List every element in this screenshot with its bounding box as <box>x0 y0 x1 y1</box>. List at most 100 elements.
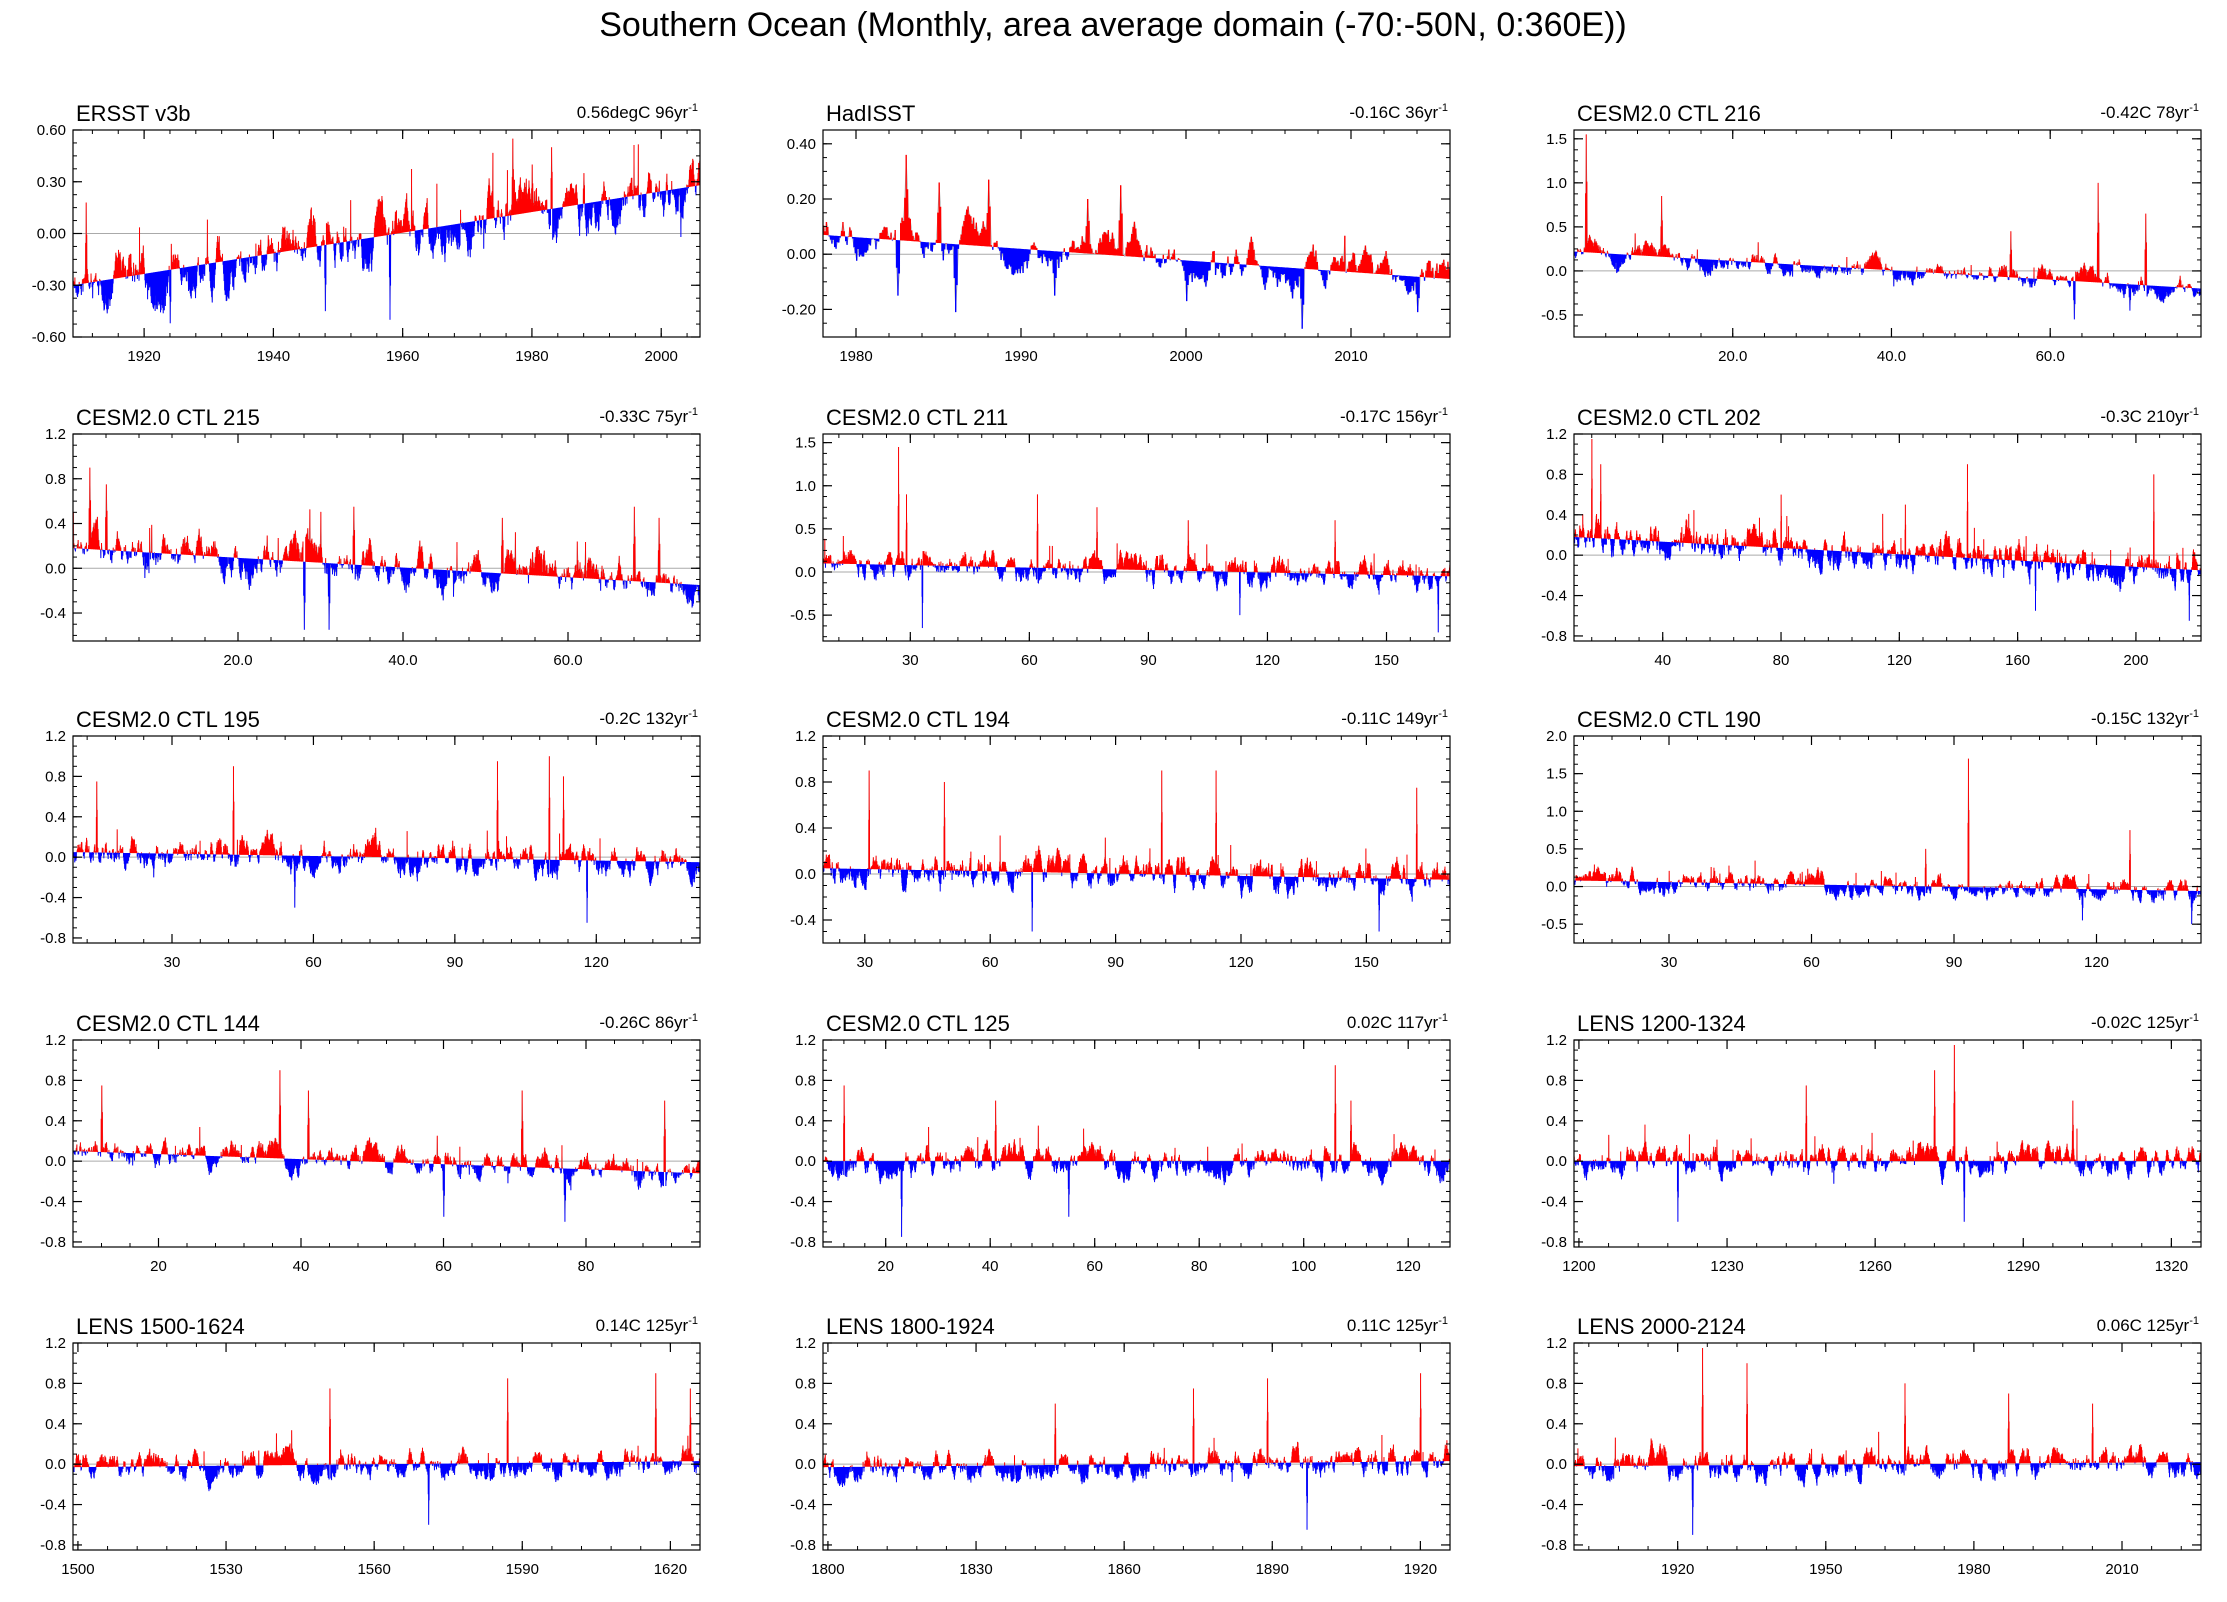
ytick-label: 1.0 <box>795 478 816 495</box>
ytick-label: 1.2 <box>1546 1032 1567 1049</box>
xtick-label: 2000 <box>645 348 678 365</box>
ytick-label: 1.5 <box>1546 766 1567 783</box>
ytick-label: 0.8 <box>45 471 66 488</box>
xtick-label: 60 <box>982 954 999 971</box>
xtick-label: 60.0 <box>553 652 582 669</box>
trend-label: 0.56degC 96yr-1 <box>577 102 698 122</box>
ytick-label: 0.0 <box>795 564 816 581</box>
ytick-label: 0.0 <box>1546 263 1567 280</box>
ytick-label: 0.4 <box>795 1113 816 1130</box>
xtick-label: 1950 <box>1809 1561 1842 1578</box>
positive-anomaly-fill <box>823 1065 1450 1162</box>
series-line <box>823 770 1450 932</box>
positive-anomaly-fill <box>73 1373 700 1468</box>
xtick-label: 2000 <box>1169 348 1202 365</box>
panel-title: CESM2.0 CTL 215 <box>76 405 260 430</box>
xtick-label: 1940 <box>257 348 290 365</box>
ytick-label: 0.0 <box>45 849 66 866</box>
xtick-label: 1920 <box>127 348 160 365</box>
xtick-label: 1830 <box>959 1561 992 1578</box>
plot-area <box>1574 1348 2201 1535</box>
xtick-label: 1290 <box>2007 1258 2040 1275</box>
ytick-label: -0.4 <box>40 1497 66 1514</box>
xtick-label: 60 <box>1086 1258 1103 1275</box>
xtick-label: 80 <box>1191 1258 1208 1275</box>
ytick-label: 1.2 <box>45 1032 66 1049</box>
series-line <box>1574 758 2201 925</box>
panel-3: CESM2.0 CTL 215 -0.33C 75yr-1 -0.4 0.0 0.4 0.… <box>40 405 701 669</box>
ytick-label: 1.2 <box>1546 1335 1567 1352</box>
ytick-label: -0.60 <box>32 329 66 346</box>
xtick-label: 1560 <box>357 1561 390 1578</box>
ytick-label: -0.8 <box>40 930 66 947</box>
ytick-label: -0.8 <box>40 1537 66 1554</box>
ytick-label: -0.8 <box>1541 1537 1567 1554</box>
ytick-label: 1.2 <box>795 728 816 745</box>
ytick-label: 0.4 <box>45 1416 66 1433</box>
panel-11: LENS 1200-1324 -0.02C 125yr-1 -0.8 -0.4 0.0 0… <box>1541 1011 2202 1275</box>
xtick-label: 160 <box>2005 652 2030 669</box>
ytick-label: 0.8 <box>795 1375 816 1392</box>
ytick-label: 0.4 <box>45 1113 66 1130</box>
xtick-label: 40 <box>1654 652 1671 669</box>
trend-label: -0.33C 75yr-1 <box>599 406 698 426</box>
ytick-label: 1.0 <box>1546 803 1567 820</box>
negative-anomaly-fill <box>73 852 700 923</box>
series-line <box>823 446 1450 633</box>
xtick-label: 150 <box>1374 652 1399 669</box>
xtick-label: 120 <box>584 954 609 971</box>
positive-anomaly-fill <box>75 1070 700 1174</box>
xtick-label: 80 <box>578 1258 595 1275</box>
series-line <box>1574 1045 2201 1222</box>
positive-anomaly-fill <box>76 756 687 862</box>
plot-area <box>1574 1045 2201 1222</box>
plot-area <box>1574 134 2201 320</box>
xtick-label: 60 <box>1021 652 1038 669</box>
ytick-label: 0.0 <box>795 866 816 883</box>
plot-frame <box>822 129 1451 338</box>
ytick-label: 0.4 <box>1546 507 1567 524</box>
negative-anomaly-fill <box>74 548 700 630</box>
series-line <box>1574 439 2201 621</box>
positive-anomaly-fill <box>823 1373 1450 1468</box>
ytick-label: 1.2 <box>795 1335 816 1352</box>
series-line <box>73 138 700 324</box>
plot-frame <box>822 1342 1451 1551</box>
ytick-label: 0.5 <box>1546 841 1567 858</box>
xtick-label: 1530 <box>209 1561 242 1578</box>
panel-title: LENS 1800-1924 <box>826 1314 995 1339</box>
xtick-label: 1230 <box>1710 1258 1743 1275</box>
trend-label: -0.11C 149yr-1 <box>1341 708 1448 728</box>
panel-title: ERSST v3b <box>76 101 191 126</box>
ytick-label: 0.0 <box>795 1456 816 1473</box>
plot-frame <box>1573 1342 2202 1551</box>
plot-frame <box>822 1039 1451 1248</box>
plot-frame <box>72 1039 701 1248</box>
negative-anomaly-fill <box>823 868 1450 932</box>
xtick-label: 90 <box>1140 652 1157 669</box>
xtick-label: 1620 <box>654 1561 687 1578</box>
ytick-label: 0.8 <box>795 774 816 791</box>
ytick-label: -0.4 <box>1541 1497 1567 1514</box>
panel-0: ERSST v3b 0.56degC 96yr-1 -0.60 -0.30 0.00 0.… <box>32 101 701 365</box>
ytick-label: 1.2 <box>45 1335 66 1352</box>
plot-area <box>73 467 700 630</box>
panel-10: CESM2.0 CTL 125 0.02C 117yr-1 -0.8 -0.4 0.0 0… <box>790 1011 1451 1275</box>
negative-anomaly-fill <box>73 1151 693 1222</box>
ytick-label: 0.8 <box>45 1375 66 1392</box>
plot-area <box>1574 439 2201 621</box>
panel-6: CESM2.0 CTL 195 -0.2C 132yr-1 -0.8 -0.4 0.0 0… <box>40 707 701 971</box>
negative-anomaly-fill <box>1574 1161 2200 1222</box>
ytick-label: 0.20 <box>787 191 816 208</box>
xtick-label: 60 <box>435 1258 452 1275</box>
ytick-label: 1.0 <box>1546 175 1567 192</box>
ytick-label: -0.5 <box>1541 307 1567 324</box>
plot-frame <box>1573 129 2202 338</box>
xtick-label: 90 <box>1946 954 1963 971</box>
xtick-label: 1920 <box>1661 1561 1694 1578</box>
ytick-label: 0.8 <box>1546 1375 1567 1392</box>
positive-anomaly-fill <box>1574 1348 2194 1467</box>
xtick-label: 60 <box>1803 954 1820 971</box>
ytick-label: -0.4 <box>40 605 66 622</box>
panel-title: LENS 2000-2124 <box>1577 1314 1746 1339</box>
